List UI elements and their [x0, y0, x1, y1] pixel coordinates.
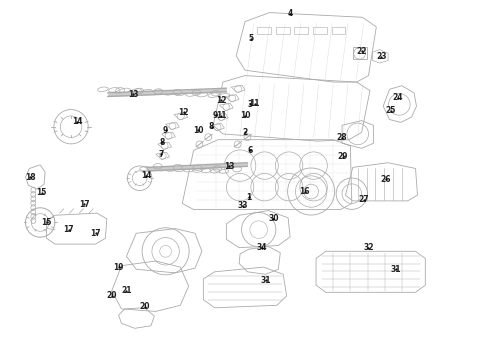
Text: 6: 6 — [247, 146, 252, 155]
Text: 28: 28 — [337, 133, 347, 142]
Text: 3: 3 — [247, 100, 252, 109]
Text: 11: 11 — [249, 99, 260, 108]
Text: 33: 33 — [237, 201, 248, 210]
Text: 14: 14 — [141, 171, 151, 180]
Text: 16: 16 — [299, 187, 310, 196]
Text: 19: 19 — [113, 263, 124, 271]
Text: 25: 25 — [386, 107, 396, 115]
Text: 10: 10 — [240, 112, 250, 120]
Text: 34: 34 — [257, 243, 268, 252]
Text: 11: 11 — [216, 112, 227, 120]
Text: 17: 17 — [79, 200, 90, 209]
Text: 10: 10 — [193, 126, 204, 135]
Text: 21: 21 — [121, 287, 132, 295]
Text: 22: 22 — [356, 46, 367, 55]
Text: 26: 26 — [381, 175, 392, 184]
Text: 20: 20 — [106, 291, 117, 300]
Text: 4: 4 — [288, 9, 293, 18]
Text: 2: 2 — [243, 128, 247, 137]
Text: 13: 13 — [128, 90, 139, 99]
Text: 8: 8 — [209, 122, 214, 131]
Text: 13: 13 — [224, 162, 235, 171]
Text: 5: 5 — [248, 34, 253, 43]
Text: 15: 15 — [36, 188, 47, 197]
Text: 23: 23 — [376, 52, 387, 61]
Text: 17: 17 — [63, 225, 74, 234]
Text: 17: 17 — [90, 229, 101, 238]
Text: 24: 24 — [392, 94, 403, 102]
Text: 32: 32 — [363, 243, 374, 252]
Text: 20: 20 — [139, 302, 150, 311]
Text: 9: 9 — [213, 111, 218, 120]
Text: 14: 14 — [72, 117, 83, 126]
Text: 31: 31 — [260, 276, 271, 284]
Text: 27: 27 — [358, 195, 369, 204]
Text: 12: 12 — [216, 96, 227, 105]
Text: 7: 7 — [158, 150, 163, 158]
Text: 30: 30 — [268, 214, 279, 223]
Text: 31: 31 — [391, 265, 401, 274]
Text: 18: 18 — [25, 173, 36, 181]
Text: 29: 29 — [338, 152, 348, 161]
Text: 9: 9 — [163, 126, 168, 135]
Text: 1: 1 — [246, 193, 251, 202]
Text: 15: 15 — [41, 218, 52, 227]
Text: 8: 8 — [159, 138, 164, 147]
Text: 12: 12 — [178, 108, 189, 117]
